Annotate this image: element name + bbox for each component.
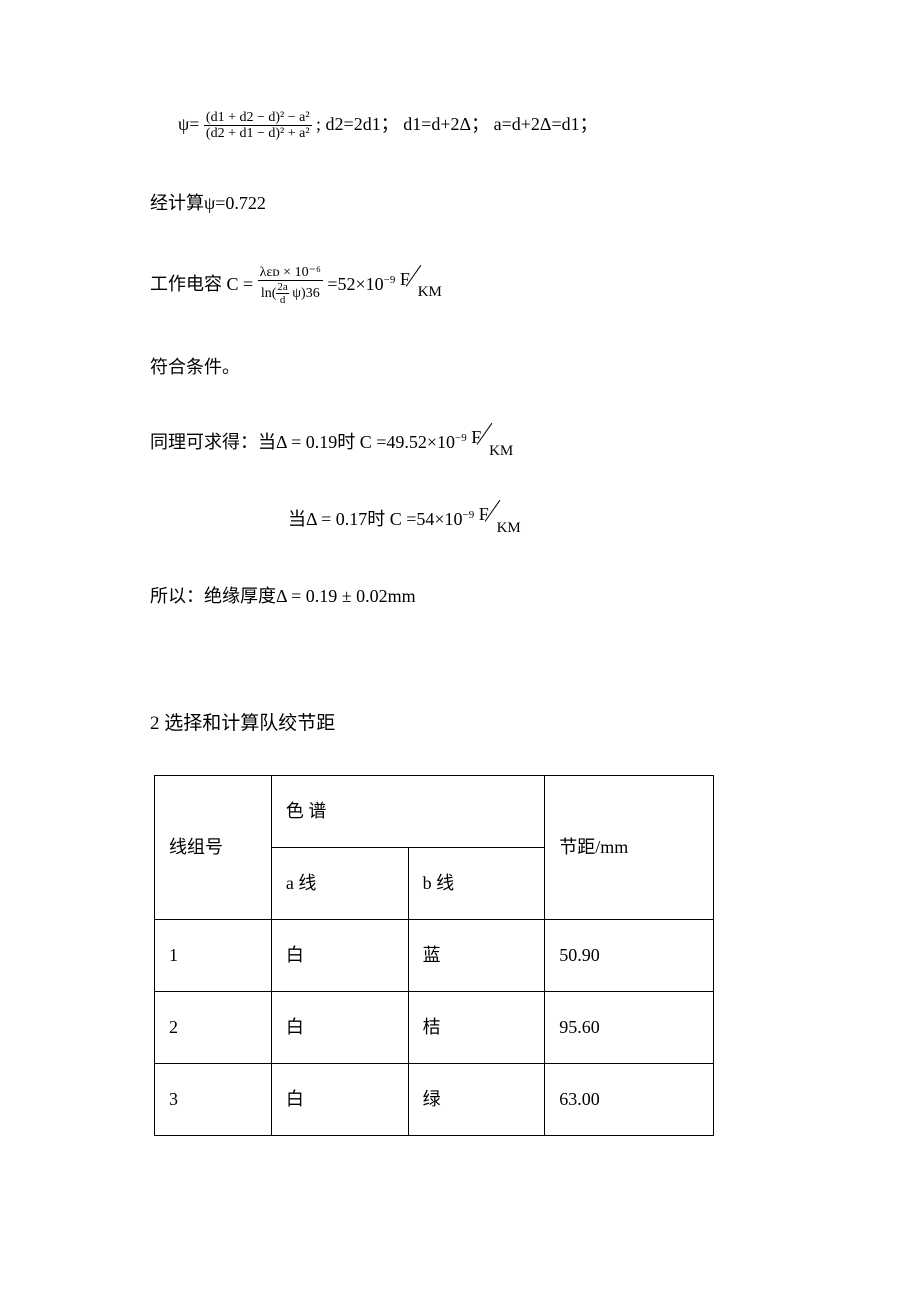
cap-inner-num: 2a: [276, 281, 288, 293]
cap-denominator: ln(2ad ψ)36: [258, 280, 323, 306]
cap-inner-frac: 2ad: [276, 281, 288, 306]
case1-text: 同理可求得：当Δ = 0.19时 C =49.52×10: [150, 432, 455, 452]
cell-b: 桔: [408, 991, 545, 1063]
col-a-line: a 线: [271, 847, 408, 919]
cell-id: 1: [155, 919, 272, 991]
condition-ok: 符合条件。: [150, 354, 785, 381]
cell-pitch: 95.60: [545, 991, 714, 1063]
col-b-line: b 线: [408, 847, 545, 919]
cell-pitch: 50.90: [545, 919, 714, 991]
cell-id: 2: [155, 991, 272, 1063]
case2-exp: −9: [463, 509, 475, 521]
col-group: 线组号: [155, 775, 272, 919]
cap-numerator: λεᴅ × 10⁻⁶: [258, 265, 323, 280]
col-pitch: 节距/mm: [545, 775, 714, 919]
cap-ln: ln: [261, 286, 272, 301]
section-2-title: 2 选择和计算队绞节距: [150, 710, 785, 739]
cell-id: 3: [155, 1063, 272, 1135]
cell-a: 白: [271, 919, 408, 991]
psi-fraction: (d1 + d2 − d)² − a² (d2 + d1 − d)² + a²: [204, 110, 312, 142]
cap-mid: =52×10: [327, 274, 383, 294]
psi-result: 经计算ψ=0.722: [150, 190, 785, 217]
col-spectrum: 色 谱: [271, 775, 544, 847]
table-row: 2 白 桔 95.60: [155, 991, 714, 1063]
unit-f-3: F: [479, 501, 489, 528]
conclusion: 所以：绝缘厚度Δ = 0.19 ± 0.02mm: [150, 583, 785, 610]
case2-text: 当Δ = 0.17时 C =54×10: [288, 509, 463, 529]
cell-a: 白: [271, 991, 408, 1063]
twist-pitch-table: 线组号 色 谱 节距/mm a 线 b 线 1 白 蓝 50.90 2 白 桔 …: [154, 775, 714, 1136]
cap-psi-sym: ψ: [292, 286, 301, 301]
cap-exp: −9: [384, 274, 396, 286]
unit-km-2: KM: [489, 440, 513, 463]
document-page: ψ= (d1 + d2 − d)² − a² (d2 + d1 − d)² + …: [0, 0, 920, 1196]
cell-b: 绿: [408, 1063, 545, 1135]
case-1: 同理可求得：当Δ = 0.19时 C =49.52×10−9 F KM: [150, 429, 785, 458]
psi-denominator: (d2 + d1 − d)² + a²: [204, 125, 312, 141]
capacitance-formula: 工作电容 C = λεᴅ × 10⁻⁶ ln(2ad ψ)36 =52×10−9…: [150, 265, 785, 307]
f-over-km: F KM: [400, 272, 442, 300]
psi-formula: ψ= (d1 + d2 − d)² − a² (d2 + d1 − d)² + …: [150, 110, 785, 142]
cell-b: 蓝: [408, 919, 545, 991]
cap-prefix: 工作电容 C =: [150, 274, 253, 294]
psi-numerator: (d1 + d2 − d)² − a²: [204, 110, 312, 125]
unit-f: F: [400, 266, 410, 293]
case1-exp: −9: [455, 432, 467, 444]
case-2: 当Δ = 0.17时 C =54×10−9 F KM: [150, 506, 785, 535]
cell-pitch: 63.00: [545, 1063, 714, 1135]
unit-km: KM: [418, 281, 442, 304]
f-over-km-2: F KM: [471, 430, 513, 458]
table-row: 3 白 绿 63.00: [155, 1063, 714, 1135]
table-header-row-1: 线组号 色 谱 节距/mm: [155, 775, 714, 847]
cell-a: 白: [271, 1063, 408, 1135]
cap-den-36: 36: [306, 286, 320, 301]
cap-inner-den: d: [276, 293, 288, 306]
f-over-km-3: F KM: [479, 507, 521, 535]
psi-prefix: ψ=: [178, 114, 199, 134]
unit-km-3: KM: [497, 517, 521, 540]
cap-fraction: λεᴅ × 10⁻⁶ ln(2ad ψ)36: [258, 265, 323, 307]
psi-tail: ; d2=2d1； d1=d+2Δ； a=d+2Δ=d1；: [316, 114, 598, 134]
table-row: 1 白 蓝 50.90: [155, 919, 714, 991]
